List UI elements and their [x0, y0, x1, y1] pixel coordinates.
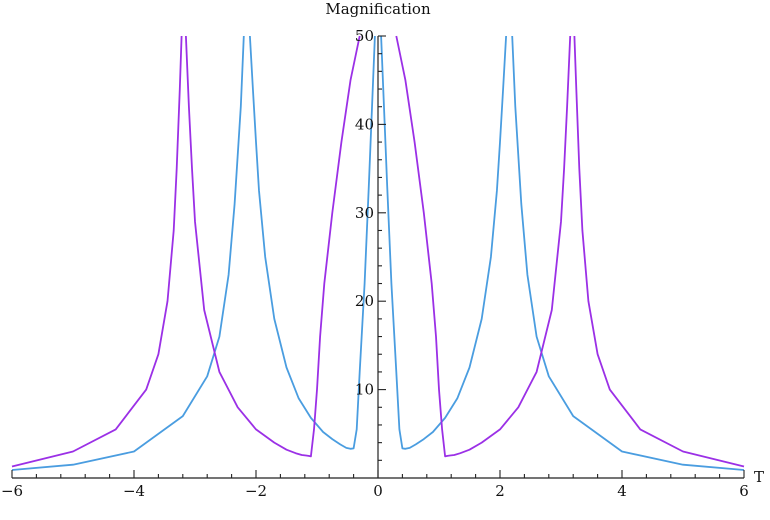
x-tick-label: −6: [1, 482, 23, 500]
x-tick-label: −2: [245, 482, 267, 500]
y-tick-label: 20: [355, 292, 374, 310]
x-tick-label: 6: [739, 482, 749, 500]
x-tick-label: 4: [617, 482, 627, 500]
x-tick-label: 0: [373, 482, 383, 500]
y-tick-label: 30: [355, 204, 374, 222]
series-line-1: [11, 35, 745, 471]
y-axis-label: Magnification: [325, 0, 431, 18]
x-tick-group: −6 −4 −2 0 2 4 6: [1, 470, 749, 500]
y-tick-group: 10 20 30 40 50: [355, 27, 386, 461]
x-axis-label: T: [754, 468, 764, 486]
y-tick-label: 40: [355, 115, 374, 133]
x-tick-label: −4: [123, 482, 145, 500]
series-curves: [11, 35, 745, 471]
y-tick-label: 10: [355, 381, 374, 399]
y-tick-label: 50: [355, 27, 374, 45]
x-tick-label: 2: [495, 482, 505, 500]
series-line-2: [11, 35, 745, 468]
